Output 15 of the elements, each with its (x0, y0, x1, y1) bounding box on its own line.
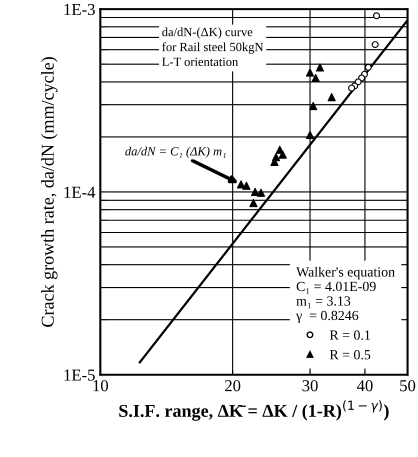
y-tick-label: 1E-4 (64, 186, 96, 198)
y-axis-title: Crack growth rate, da/dN (mm/cycle) (41, 57, 58, 327)
x-axis-title: S.I.F. range, ΔK̄ = ΔK / (1-R)$^{(1−γ)}$) (119, 400, 389, 421)
annotation: da/dN-(ΔK) curve for Rail steel 50kgN L-T orientation (162, 27, 264, 66)
x-tick-label: 40 (356, 380, 373, 392)
legend-title: Walker's equation C₁ = 4.01E-09 m₁ = 3.13 γ = 0.8246 (296, 266, 395, 323)
x-tick-label: 30 (302, 380, 318, 392)
x-tick-label: 20 (225, 380, 240, 392)
y-tick-label: 1E-3 (64, 4, 95, 16)
x-tick-label: 10 (93, 380, 108, 392)
annotation: da/dN = C₁ (ΔK) m₁ (125, 146, 226, 158)
legend-label: R = 0.1 (330, 330, 370, 340)
legend-label: R = 0.5 (330, 350, 370, 360)
x-tick-label: 50 (400, 380, 416, 392)
y-tick-label: 1E-5 (64, 370, 95, 381)
